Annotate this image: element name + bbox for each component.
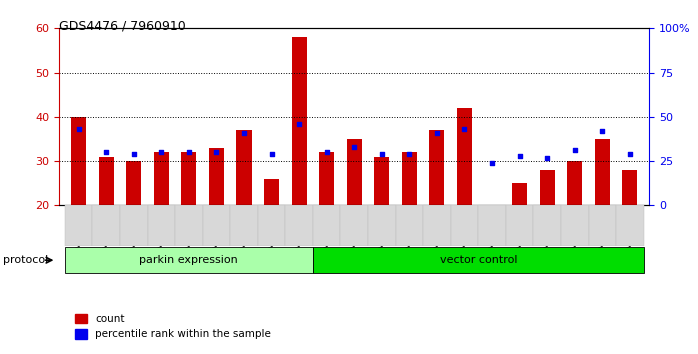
Point <box>101 149 112 155</box>
Bar <box>540 170 555 205</box>
Bar <box>126 161 141 205</box>
Bar <box>423 205 451 246</box>
Bar <box>506 205 533 246</box>
Bar <box>561 205 588 246</box>
Bar <box>484 205 500 210</box>
FancyBboxPatch shape <box>313 247 644 273</box>
Bar <box>478 205 506 246</box>
Point <box>597 128 608 134</box>
Point <box>487 160 498 166</box>
Point <box>321 149 332 155</box>
Bar <box>512 183 527 205</box>
Point <box>156 149 167 155</box>
Point <box>403 151 415 157</box>
Bar <box>567 161 582 205</box>
Point <box>184 149 195 155</box>
Text: GDS4476 / 7960910: GDS4476 / 7960910 <box>59 19 186 33</box>
Bar <box>71 117 86 205</box>
Bar <box>175 205 202 246</box>
FancyBboxPatch shape <box>65 247 313 273</box>
Bar <box>623 170 637 205</box>
Bar <box>402 152 417 205</box>
Point <box>239 130 250 136</box>
Point <box>431 130 443 136</box>
Bar <box>230 205 258 246</box>
Point <box>348 144 359 150</box>
Bar <box>65 205 92 246</box>
Bar <box>313 205 341 246</box>
Point <box>569 148 580 153</box>
Bar <box>285 205 313 246</box>
Bar <box>147 205 175 246</box>
Text: protocol: protocol <box>3 255 49 265</box>
Point <box>211 149 222 155</box>
Bar <box>429 130 445 205</box>
Bar <box>237 130 251 205</box>
Point <box>266 151 277 157</box>
Bar <box>319 152 334 205</box>
Bar <box>264 179 279 205</box>
Bar <box>154 152 169 205</box>
Point <box>459 126 470 132</box>
Bar <box>292 37 306 205</box>
Point <box>128 151 140 157</box>
Bar <box>98 156 114 205</box>
Bar <box>120 205 147 246</box>
Text: vector control: vector control <box>440 255 517 265</box>
Bar <box>258 205 285 246</box>
Point <box>73 126 84 132</box>
Bar <box>92 205 120 246</box>
Bar <box>347 139 362 205</box>
Point <box>542 155 553 160</box>
Bar <box>209 148 224 205</box>
Point <box>376 151 387 157</box>
Bar <box>595 139 610 205</box>
Text: parkin expression: parkin expression <box>140 255 238 265</box>
Legend: count, percentile rank within the sample: count, percentile rank within the sample <box>70 310 276 344</box>
Point <box>624 151 635 157</box>
Bar <box>202 205 230 246</box>
Bar <box>451 205 478 246</box>
Bar <box>616 205 644 246</box>
Bar <box>396 205 423 246</box>
Bar <box>368 205 396 246</box>
Bar <box>533 205 561 246</box>
Bar <box>457 108 472 205</box>
Point <box>514 153 525 159</box>
Point <box>294 121 305 127</box>
Bar <box>588 205 616 246</box>
Bar <box>374 156 389 205</box>
Bar <box>181 152 196 205</box>
Bar <box>341 205 368 246</box>
